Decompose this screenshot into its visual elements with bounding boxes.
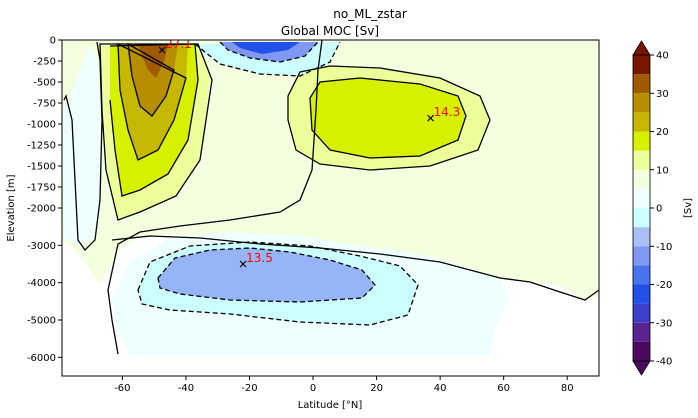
colorbar-segment [633, 322, 650, 342]
y-tick-label: -5000 [27, 316, 56, 327]
y-tick-label: -6000 [27, 353, 56, 364]
colorbar-segment [633, 284, 650, 304]
colorbar-tick-label: 10 [656, 165, 669, 176]
contour-line-5-north [287, 65, 491, 171]
y-tick-label: -2000 [27, 204, 56, 215]
contour-line-neg5-shallow [194, 41, 341, 77]
colorbar-segment [633, 93, 650, 113]
colorbar-segment [633, 188, 650, 208]
annotation-marker [158, 46, 166, 54]
colorbar-segment [633, 246, 650, 266]
figure-suptitle: no_ML_zstar [333, 7, 407, 21]
colorbar-tick-label: 30 [656, 89, 669, 100]
contour-line-bottom [111, 235, 599, 301]
annotation-label: 14.3 [434, 105, 461, 119]
contour-line-zero-north [107, 40, 323, 355]
x-tick-label: -40 [178, 383, 194, 394]
x-axis-label: Latitude [°N] [298, 400, 363, 411]
y-tick-label: -750 [33, 99, 56, 110]
y-axis-label: Elevation [m] [6, 174, 17, 241]
colorbar-tick-label: -30 [656, 318, 672, 329]
annotation-label: 13.5 [246, 251, 273, 265]
colorbar-segment [633, 341, 650, 361]
colorbar-segment [633, 74, 650, 94]
colorbar-tick-label: 40 [656, 51, 669, 62]
colorbar-segment [633, 131, 650, 151]
colorbar-extend-min [632, 360, 651, 376]
colorbar-segment [633, 227, 650, 247]
contour-fill-neg20-30-shallow [232, 42, 300, 54]
colorbar-segment [633, 265, 650, 285]
contour-fill-10-15-north [310, 78, 466, 158]
colorbar-tick-label: -20 [656, 280, 672, 291]
colorbar-tick-label: -40 [656, 357, 672, 368]
contour-line-15-south [117, 42, 187, 161]
contour-line-10-south [109, 43, 199, 197]
y-tick-label: 0 [50, 36, 56, 47]
contour-line-neg10-shallow [219, 41, 319, 63]
annotation-label: 27.1 [165, 37, 192, 51]
contour-line-20-south [127, 42, 175, 117]
x-tick-label: 0 [310, 383, 316, 394]
contour-line-neg5-deep [137, 241, 419, 326]
plot-area: 27.1 14.3 13.5 [62, 37, 599, 376]
colorbar-segment [633, 169, 650, 189]
x-axis: -60 -40 -20 0 20 40 60 80 [114, 376, 574, 394]
y-axis: 0 -250 -500 -750 -1000 -1250 -1500 -1750 -2000 -3… [27, 36, 62, 364]
y-tick-label: -1500 [27, 162, 56, 173]
x-tick-label: 40 [434, 383, 447, 394]
bottom-topography [62, 260, 599, 376]
chart-title: Global MOC [Sv] [281, 24, 379, 38]
y-tick-label: -1750 [27, 183, 56, 194]
contour-fill-neg0-5-south [62, 46, 101, 245]
colorbar-segment [633, 112, 650, 132]
colorbar-extend-max [632, 40, 651, 56]
x-tick-label: 60 [497, 383, 510, 394]
contour-line-5-upper [99, 43, 213, 221]
x-tick-label: -20 [241, 383, 257, 394]
y-tick-label: -3000 [27, 241, 56, 252]
x-tick-label: 80 [561, 383, 574, 394]
y-tick-label: -1250 [27, 141, 56, 152]
colorbar-tick-label: -10 [656, 242, 672, 253]
annotation-marker [427, 114, 435, 122]
colorbar-segment [633, 150, 650, 170]
contour-fill-neg10-15 [158, 248, 375, 302]
colorbar-segment [633, 303, 650, 323]
annotation-marker [239, 260, 247, 268]
x-tick-label: -60 [114, 383, 130, 394]
y-tick-label: -500 [33, 78, 56, 89]
contour-fill-20-25 [128, 44, 178, 116]
y-tick-label: -250 [33, 57, 56, 68]
colorbar: 40 30 20 10 0 -10 -20 -30 -40 [632, 40, 672, 376]
contour-line-10-north [309, 77, 467, 159]
colorbar-label: [Sv] [683, 198, 694, 218]
y-tick-label: -4000 [27, 278, 56, 289]
colorbar-tick-label: 0 [656, 204, 662, 215]
contour-line-neg10-deep [157, 247, 376, 303]
annotation-layer: 27.1 14.3 13.5 [158, 37, 461, 268]
colorbar-segment [633, 208, 650, 228]
colorbar-segment [633, 55, 650, 75]
y-tick-label: -1000 [27, 120, 56, 131]
colorbar-tick-label: 20 [656, 127, 669, 138]
x-tick-label: 20 [370, 383, 383, 394]
